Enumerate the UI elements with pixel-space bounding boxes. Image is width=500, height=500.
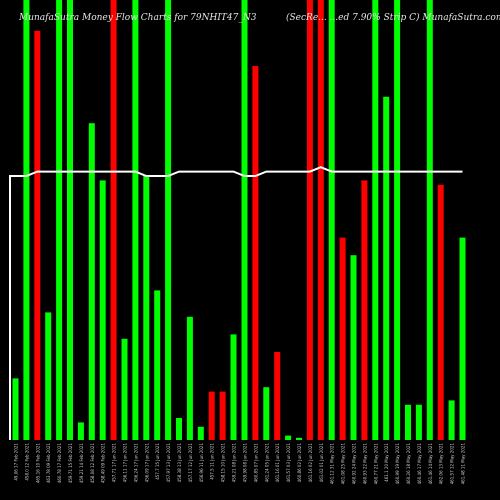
x-tick-label: 457.7 15 Jun 2021: [155, 443, 160, 480]
bar-38: [415, 404, 422, 440]
bar-29: [317, 0, 324, 440]
bar-5: [56, 0, 63, 440]
bar-41: [448, 400, 455, 440]
bar-9: [99, 180, 106, 440]
bar-40: [437, 184, 444, 440]
x-tick-label: 461.1 20 May 2021: [384, 443, 389, 482]
bar-6: [67, 0, 73, 440]
x-tick-label: 456.24 17 Jun 2021: [133, 443, 138, 483]
chart-title: MunafaSutra Money Flow Charts for 79NHIT…: [19, 13, 257, 23]
bar-21: [230, 334, 237, 440]
x-tick-label: 461.46 14 May 2021: [428, 443, 433, 485]
bar-2: [23, 0, 30, 440]
bar-36: [394, 0, 401, 440]
x-tick-label: 461.57 03 Jun 2021: [286, 443, 291, 483]
bar-10: [110, 0, 117, 440]
x-tick-label: 462.06 13 May 2021: [439, 443, 444, 485]
x-tick-label: 459.21 14 Feb 2021: [79, 443, 84, 484]
x-tick-label: 458.49 09 Feb 2021: [101, 443, 106, 484]
chart-subtitle: (SecRe... ...ed 7.90% Strip C) MunafaSut…: [286, 13, 500, 23]
x-tick-label: 461.02 01 Jun 2021: [319, 443, 324, 483]
x-tick-label: 465.16 10 Feb 2021: [35, 443, 40, 484]
x-tick-label: 458.08 12 Feb 2021: [90, 443, 95, 484]
bar-15: [165, 0, 172, 440]
x-tick-label: 457.97 13 Jun 2021: [166, 443, 171, 483]
x-tick-label: 460.77 21 May 2021: [373, 443, 378, 485]
x-tick-label: 458.38 13 Jun 2021: [177, 443, 182, 483]
x-tick-labels: 49.06 17 Feb 2021 458.0 12 Feb 2021 465.16…: [14, 443, 466, 485]
bar-11: [121, 338, 128, 440]
x-tick-label: 460.99 19 May 2021: [395, 443, 400, 485]
x-tick-label: 461.16 01 Jun 2021: [275, 443, 280, 483]
bar-22: [241, 0, 248, 440]
x-tick-label: 461.24 05 Jun 2021: [264, 443, 269, 483]
bar-8: [88, 123, 95, 440]
bar-42: [459, 237, 466, 440]
bar-16: [176, 418, 182, 440]
x-tick-label: 460.85 07 Jun 2021: [253, 443, 258, 483]
bar-17: [186, 316, 193, 440]
x-tick-label: 456.09 17 Jun 2021: [144, 443, 149, 483]
bar-series: [12, 0, 466, 441]
bar-25: [274, 352, 281, 440]
bar-3: [34, 30, 41, 441]
bar-12: [132, 0, 139, 440]
x-tick-label: 457.5 11 Jun 2021: [210, 443, 215, 480]
x-tick-label: 456.96 11 Jun 2021: [199, 443, 204, 483]
bar-26: [285, 435, 292, 440]
x-tick-label: 459.21 08 Jun 2021: [232, 443, 237, 483]
x-tick-label: 457.17 12 Jun 2021: [188, 443, 193, 483]
x-tick-label: 459.98 08 Jun 2021: [243, 443, 248, 483]
bar-13: [143, 176, 150, 440]
x-tick-label: 460.86 02 Jun 2021: [297, 443, 302, 483]
bar-7: [77, 422, 84, 440]
bar-28: [306, 0, 313, 440]
x-tick-label: 461.48 11 May 2021: [461, 443, 466, 485]
bar-34: [372, 0, 379, 440]
x-tick-label: 460.92 24 May 2021: [352, 443, 357, 485]
x-tick-label: 457.71 17 Jun 2021: [112, 443, 117, 483]
bar-32: [350, 255, 357, 440]
flow-line: [9, 166, 463, 440]
bar-27: [296, 437, 302, 440]
x-tick-label: 456.11 17 Jun 2021: [123, 443, 128, 483]
bar-33: [361, 180, 368, 440]
x-tick-label: 461.16 02 Jun 2021: [308, 443, 313, 483]
x-tick-label: 49.06 17 Feb 2021: [14, 443, 19, 481]
bar-18: [197, 426, 204, 440]
x-tick-label: 459.71 15 Feb 2021: [68, 443, 73, 484]
bar-39: [426, 0, 433, 440]
x-tick-label: 458.15 10 Jun 2021: [221, 443, 226, 483]
x-tick-label: 458.0 12 Feb 2021: [24, 443, 29, 481]
bar-30: [328, 0, 335, 440]
x-tick-label: 460.26 18 May 2021: [406, 443, 411, 485]
bar-4: [45, 312, 52, 440]
x-tick-label: 461.12 31 May 2021: [330, 443, 335, 485]
x-tick-label: 461.57 12 May 2021: [450, 443, 455, 485]
x-tick-label: 460.78 17 Feb 2021: [57, 443, 62, 484]
x-tick-label: 460.93 22 May 2021: [362, 443, 367, 485]
bar-23: [252, 66, 259, 440]
bar-24: [263, 387, 270, 440]
x-tick-label: 460.46 17 May 2021: [417, 443, 422, 485]
bar-20: [219, 391, 226, 440]
x-tick-label: 461.08 25 May 2021: [341, 443, 346, 485]
bar-14: [154, 290, 161, 440]
bar-31: [339, 237, 346, 440]
bar-35: [383, 96, 390, 441]
bar-19: [208, 391, 215, 440]
bar-37: [405, 404, 411, 440]
bar-1: [12, 378, 19, 440]
x-tick-label: 463.78 09 Feb 2021: [46, 443, 51, 484]
